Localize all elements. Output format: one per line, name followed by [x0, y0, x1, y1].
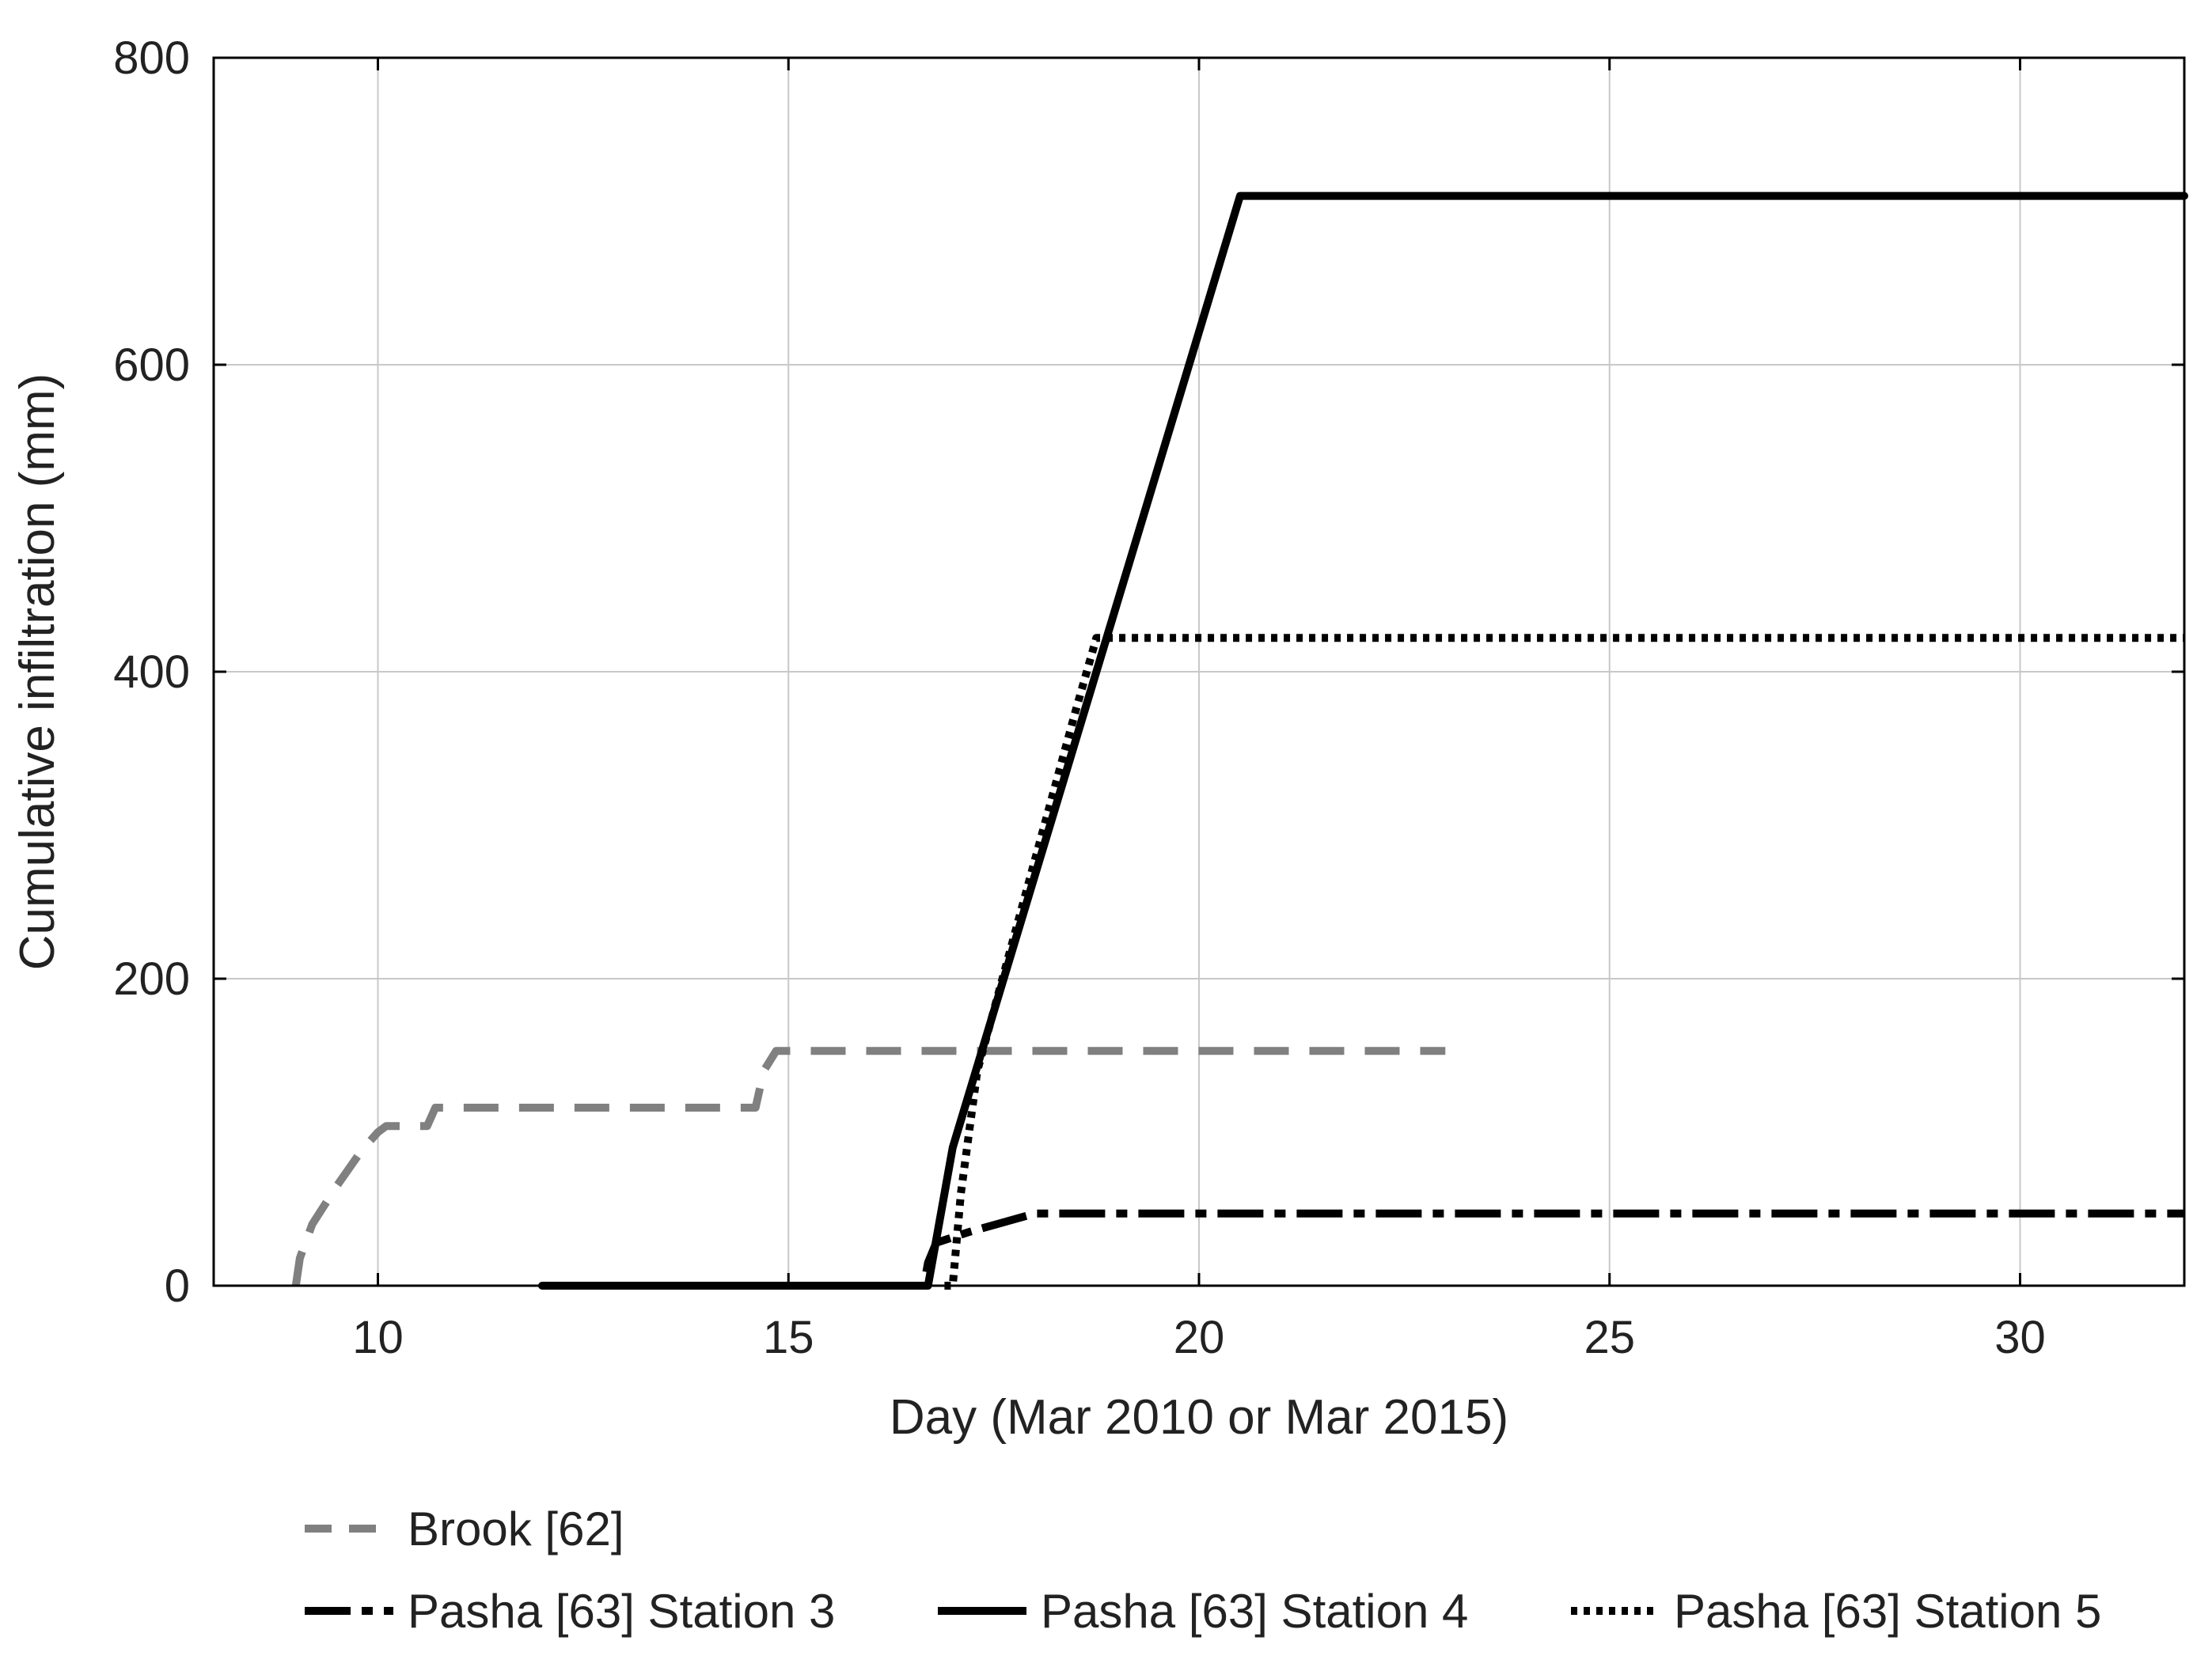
legend-item: Brook [62]	[305, 1502, 624, 1555]
legend-label: Pasha [63] Station 4	[1041, 1585, 1468, 1638]
x-axis-label: Day (Mar 2010 or Mar 2015)	[890, 1390, 1508, 1445]
legend-label: Pasha [63] Station 3	[408, 1585, 835, 1638]
x-tick-label: 15	[763, 1312, 814, 1363]
axis-ticks: 10 15 20 25 30 0 200 400 600 800	[113, 32, 2184, 1363]
y-tick-label: 0	[165, 1260, 190, 1312]
x-tick-label: 30	[1994, 1312, 2046, 1363]
x-tick-label: 25	[1584, 1312, 1635, 1363]
y-tick-label: 400	[113, 646, 190, 698]
legend-item: Pasha [63] Station 4	[938, 1585, 1468, 1638]
legend-item: Pasha [63] Station 3	[305, 1585, 835, 1638]
legend-item: Pasha [63] Station 5	[1571, 1585, 2101, 1638]
legend-label: Brook [62]	[408, 1502, 624, 1555]
legend: Brook [62] Pasha [63] Station 3 Pasha [63]…	[305, 1502, 2101, 1638]
legend-label: Pasha [63] Station 5	[1674, 1585, 2101, 1638]
series-line	[291, 1047, 1446, 1286]
y-axis-label: Cumulative infiltration (mm)	[10, 373, 65, 971]
x-tick-label: 10	[352, 1312, 404, 1363]
grid	[214, 58, 2184, 1286]
y-tick-label: 600	[113, 339, 190, 391]
y-tick-label: 800	[113, 32, 190, 84]
y-tick-label: 200	[113, 953, 190, 1005]
x-tick-label: 20	[1174, 1312, 1225, 1363]
series-lines	[291, 191, 2188, 1290]
series-line	[944, 634, 2184, 1290]
